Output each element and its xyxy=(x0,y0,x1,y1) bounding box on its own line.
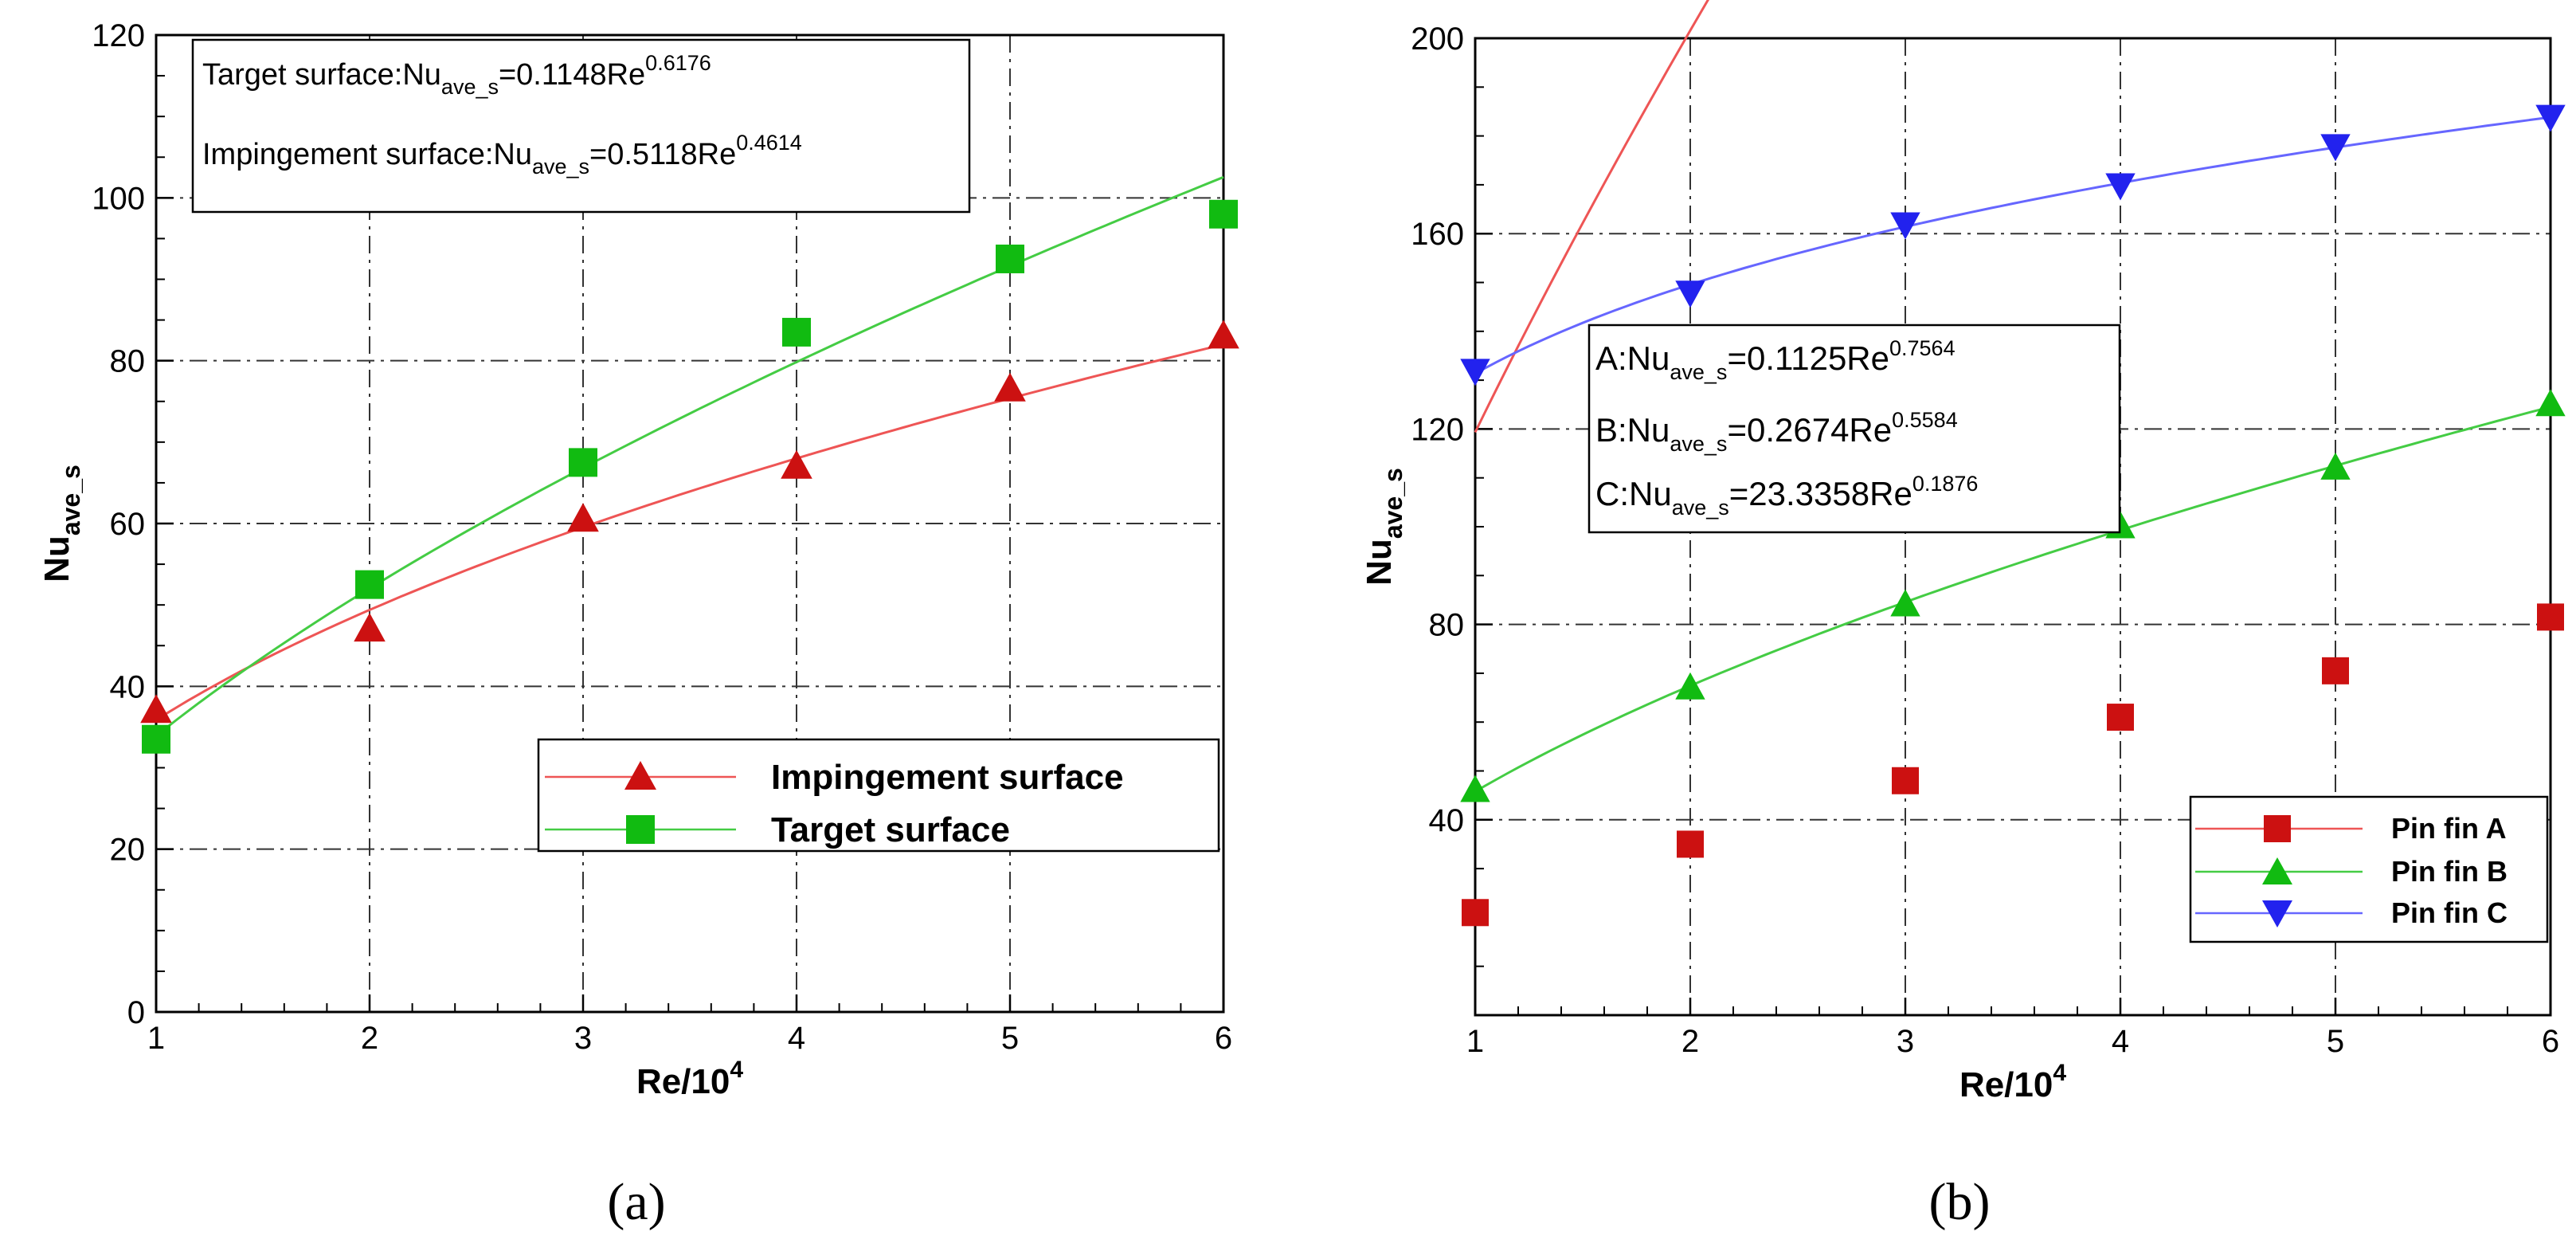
y-axis-label-b: Nuave_s xyxy=(1360,468,1407,586)
series-group-b xyxy=(1460,0,2566,927)
x-axis-label-a: Re/104 xyxy=(636,1057,743,1101)
data-point-pin-fin-a xyxy=(1462,899,1489,927)
data-point-target-surface xyxy=(142,724,170,754)
fit-equation-impingement: Impingement surface:Nuave_s=0.5118Re0.46… xyxy=(202,131,802,178)
fit-curve-pin-fin-b xyxy=(1474,406,2551,793)
x-axis-label-b: Re/104 xyxy=(1959,1060,2066,1104)
data-point-pin-fin-b xyxy=(1675,672,1705,700)
legend-marker-triangle-up xyxy=(2262,857,2292,884)
data-point-pin-fin-b xyxy=(2320,452,2351,480)
fit-curve-impingement-surface xyxy=(155,343,1224,721)
x-tick-label: 1 xyxy=(147,1021,165,1056)
y-tick-label: 100 xyxy=(92,181,145,216)
data-point-impingement-surface xyxy=(994,372,1026,402)
x-tick-label: 4 xyxy=(788,1021,805,1056)
data-point-target-surface xyxy=(996,244,1024,273)
legend-item-pin-fin-a: Pin fin A xyxy=(2195,812,2507,845)
fit-equation-box-b: A:Nuave_s=0.1125Re0.7564 B:Nuave_s=0.267… xyxy=(1587,324,2121,534)
y-tick-label: 120 xyxy=(1411,412,1464,447)
data-point-pin-fin-a xyxy=(1677,830,1704,858)
x-tick-label: 3 xyxy=(574,1021,592,1056)
x-tick-label: 1 xyxy=(1466,1024,1484,1059)
legend-label-pin-fin-c: Pin fin C xyxy=(2391,896,2507,929)
legend-label-pin-fin-a: Pin fin A xyxy=(2391,812,2507,845)
y-tick-label: 40 xyxy=(110,669,146,704)
data-point-pin-fin-b xyxy=(2535,389,2566,417)
data-point-target-surface xyxy=(569,448,597,477)
x-tick-label: 6 xyxy=(2542,1024,2559,1059)
data-point-target-surface xyxy=(1209,199,1238,229)
data-point-impingement-surface xyxy=(1208,320,1239,349)
data-point-target-surface xyxy=(355,570,384,599)
data-point-pin-fin-c xyxy=(1890,212,1920,240)
y-tick-label: 160 xyxy=(1411,217,1464,252)
y-tick-label: 20 xyxy=(110,833,146,868)
fit-curve-target-surface xyxy=(155,175,1224,737)
data-point-target-surface xyxy=(782,317,811,347)
x-tick-label: 2 xyxy=(1681,1024,1699,1059)
series-group-a xyxy=(140,175,1239,754)
data-point-pin-fin-b xyxy=(1890,589,1920,617)
legend-item-target: Target surface xyxy=(545,810,1010,849)
data-point-pin-fin-a xyxy=(2537,603,2564,631)
x-tick-label: 5 xyxy=(1001,1021,1019,1056)
fit-equation-pin-fin-a: A:Nuave_s=0.1125Re0.7564 xyxy=(1595,336,1955,384)
y-tick-label: 60 xyxy=(110,507,146,542)
y-tick-label: 0 xyxy=(127,995,145,1030)
data-point-pin-fin-c xyxy=(1675,280,1705,308)
x-tick-label: 4 xyxy=(2112,1024,2129,1059)
data-point-impingement-surface xyxy=(567,503,599,532)
fit-equation-pin-fin-c: C:Nuave_s=23.3358Re0.1876 xyxy=(1595,472,1978,520)
legend-item-pin-fin-b: Pin fin B xyxy=(2195,855,2507,888)
legend-marker-square xyxy=(626,815,655,844)
data-point-pin-fin-c xyxy=(1460,359,1490,386)
axis-ticks-b: 1 2 3 4 5 6 40 80 120 160 200 xyxy=(1411,22,2559,1059)
data-point-pin-fin-a xyxy=(1892,767,1919,794)
data-point-pin-fin-c xyxy=(2320,134,2351,162)
y-tick-label: 120 xyxy=(92,18,145,53)
data-point-pin-fin-b xyxy=(1460,775,1490,802)
legend-item-pin-fin-c: Pin fin C xyxy=(2195,896,2507,929)
caption-b: (b) xyxy=(1929,1173,1991,1231)
fit-equation-target: Target surface:Nuave_s=0.1148Re0.6176 xyxy=(202,51,711,99)
x-tick-label: 2 xyxy=(361,1021,378,1056)
legend-a: Impingement surface Target surface xyxy=(537,738,1220,853)
fit-curve-pin-fin-c xyxy=(1474,116,2551,375)
x-tick-label: 6 xyxy=(1215,1021,1232,1056)
legend-marker-square xyxy=(2264,815,2291,842)
x-tick-label: 5 xyxy=(2327,1024,2344,1059)
legend-b: Pin fin A Pin fin B Pin fin C xyxy=(2189,795,2549,943)
data-point-pin-fin-c xyxy=(2105,173,2136,201)
legend-item-impingement: Impingement surface xyxy=(545,758,1124,797)
x-tick-label: 3 xyxy=(1897,1024,1914,1059)
fit-curve-pin-fin-a xyxy=(1474,0,1709,433)
legend-label-impingement: Impingement surface xyxy=(771,758,1124,797)
legend-marker-triangle-down xyxy=(2262,900,2292,928)
y-axis-label-a: Nuave_s xyxy=(37,465,85,582)
legend-marker-triangle-up xyxy=(624,761,656,790)
y-tick-label: 200 xyxy=(1411,22,1464,57)
chart-panel-b: 1 2 3 4 5 6 40 80 120 160 200 Re/104 Nuave_s A:Nua… xyxy=(1360,0,2566,1104)
data-point-impingement-surface xyxy=(781,449,812,479)
y-tick-label: 40 xyxy=(1429,803,1465,838)
fit-equation-box-a: Target surface:Nuave_s=0.1148Re0.6176 Im… xyxy=(191,38,971,214)
fit-equation-pin-fin-b: B:Nuave_s=0.2674Re0.5584 xyxy=(1595,408,1958,456)
data-point-impingement-surface xyxy=(354,613,386,642)
data-point-pin-fin-c xyxy=(2535,104,2566,132)
legend-label-pin-fin-b: Pin fin B xyxy=(2391,855,2507,888)
data-point-pin-fin-a xyxy=(2107,704,2134,731)
data-point-pin-fin-a xyxy=(2322,657,2349,684)
y-tick-label: 80 xyxy=(1429,608,1465,643)
caption-a: (a) xyxy=(607,1173,665,1231)
legend-label-target: Target surface xyxy=(771,810,1010,849)
y-tick-label: 80 xyxy=(110,344,146,379)
data-point-impingement-surface xyxy=(140,694,172,724)
